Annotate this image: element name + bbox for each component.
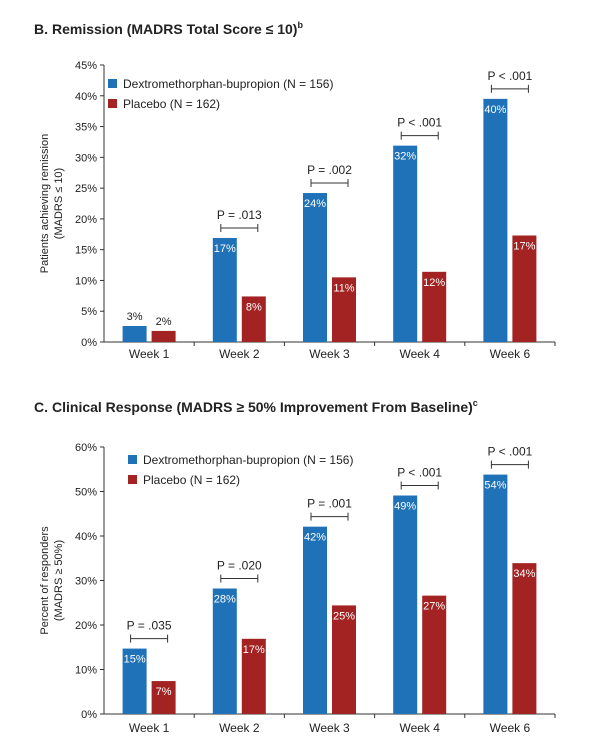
legend-swatch-placebo — [108, 99, 117, 108]
bar-drug — [393, 145, 418, 342]
data-label: 27% — [423, 601, 445, 613]
legend-swatch-placebo — [128, 475, 137, 484]
bar-drug — [303, 193, 327, 342]
legend-label: Placebo (N = 162) — [123, 97, 220, 111]
chart-title-text: Clinical Response (MADRS ≥ 50% Improveme… — [52, 399, 473, 415]
y-tick-label: 30% — [75, 152, 97, 164]
bar-placebo — [512, 563, 537, 714]
title-superscript: b — [297, 20, 303, 30]
y-axis-label: (MADRS ≤ 10) — [53, 168, 65, 239]
panel-remission: B. Remission (MADRS Total Score ≤ 10)b 0% 5… — [34, 20, 556, 361]
data-label: 25% — [333, 610, 355, 622]
bar-placebo — [151, 330, 176, 342]
y-tick-label: 10% — [75, 665, 97, 677]
x-category-label: Week 6 — [490, 347, 531, 361]
bar-placebo — [422, 271, 447, 342]
legend-label: Placebo (N = 162) — [143, 473, 240, 487]
y-tick-label: 15% — [75, 245, 97, 257]
y-tick-label: 20% — [75, 214, 97, 226]
legend-label: Dextromethorphan-bupropion (N = 156) — [143, 453, 353, 467]
panel-clinical-response: C. Clinical Response (MADRS ≥ 50% Improve… — [34, 398, 556, 735]
data-label: 15% — [124, 654, 146, 666]
bar-drug — [122, 325, 147, 342]
x-category-label: Week 1 — [129, 347, 170, 361]
data-label: 12% — [423, 277, 445, 289]
y-tick-label: 10% — [75, 275, 97, 287]
y-tick-label: 40% — [75, 91, 97, 103]
bar-placebo — [151, 681, 176, 714]
data-label: 54% — [484, 480, 506, 492]
y-tick-label: 20% — [75, 620, 97, 632]
bar-drug — [122, 648, 147, 714]
y-tick-label: 30% — [75, 576, 97, 588]
data-label: 17% — [214, 243, 236, 255]
data-label: 7% — [156, 686, 172, 698]
y-tick-label: 0% — [81, 337, 97, 349]
data-label: 2% — [156, 316, 172, 328]
legend-swatch-drug — [108, 79, 117, 88]
y-axis-label: Patients achieving remission — [39, 134, 51, 273]
y-tick-label: 5% — [81, 306, 97, 318]
y-tick-label: 35% — [75, 122, 97, 134]
x-category-label: Week 3 — [309, 347, 350, 361]
data-label: 42% — [304, 532, 326, 544]
data-label: 17% — [243, 644, 265, 656]
p-value-label: P = .001 — [307, 497, 352, 511]
bar-drug — [212, 237, 237, 342]
data-label: 28% — [214, 594, 236, 606]
data-label: 34% — [513, 568, 535, 580]
y-axis-label: Percent of responders — [39, 526, 51, 635]
chart-title: B. Remission (MADRS Total Score ≤ 10)b — [34, 20, 303, 37]
legend-swatch-drug — [128, 455, 137, 464]
p-value-label: P < .001 — [487, 69, 532, 83]
p-value-label: P < .001 — [397, 116, 442, 130]
bar-drug — [393, 495, 418, 714]
x-category-label: Week 6 — [490, 721, 531, 735]
panel-letter: B. — [34, 21, 48, 37]
y-tick-label: 60% — [75, 442, 97, 454]
x-category-label: Week 4 — [399, 347, 440, 361]
data-label: 17% — [513, 241, 535, 253]
p-value-label: P < .001 — [397, 466, 442, 480]
p-value-label: P = .002 — [307, 163, 352, 177]
bar-placebo — [332, 605, 356, 714]
chart-title: C. Clinical Response (MADRS ≥ 50% Improve… — [34, 398, 478, 415]
x-category-label: Week 4 — [399, 721, 440, 735]
bar-drug — [483, 98, 508, 342]
y-tick-label: 0% — [81, 709, 97, 721]
bar-placebo — [332, 277, 356, 342]
data-label: 24% — [304, 198, 326, 210]
legend-label: Dextromethorphan-bupropion (N = 156) — [123, 77, 333, 91]
data-label: 8% — [246, 301, 262, 313]
y-tick-label: 25% — [75, 183, 97, 195]
bar-drug — [212, 588, 237, 714]
bar-placebo — [241, 638, 266, 714]
data-label: 32% — [394, 151, 416, 163]
y-axis-label: (MADRS ≥ 50%) — [53, 540, 65, 621]
y-tick-label: 40% — [75, 531, 97, 543]
p-value-label: P < .001 — [487, 445, 532, 459]
data-label: 11% — [333, 282, 354, 294]
bar-drug — [483, 474, 508, 714]
data-label: 3% — [127, 311, 143, 323]
title-superscript: c — [473, 398, 478, 408]
x-category-label: Week 2 — [219, 347, 260, 361]
data-label: 40% — [484, 104, 506, 116]
bar-drug — [303, 526, 327, 714]
p-value-label: P = .035 — [127, 619, 172, 633]
chart-title-text: Remission (MADRS Total Score ≤ 10) — [52, 21, 297, 37]
bar-placebo — [422, 595, 447, 714]
panel-letter: C. — [34, 399, 48, 415]
x-category-label: Week 2 — [219, 721, 260, 735]
y-tick-label: 45% — [75, 60, 97, 72]
bar-placebo — [241, 296, 266, 342]
x-category-label: Week 3 — [309, 721, 350, 735]
p-value-label: P = .013 — [217, 208, 262, 222]
y-tick-label: 50% — [75, 487, 97, 499]
x-category-label: Week 1 — [129, 721, 170, 735]
bar-placebo — [512, 235, 537, 342]
data-label: 49% — [394, 501, 416, 513]
p-value-label: P = .020 — [217, 559, 262, 573]
